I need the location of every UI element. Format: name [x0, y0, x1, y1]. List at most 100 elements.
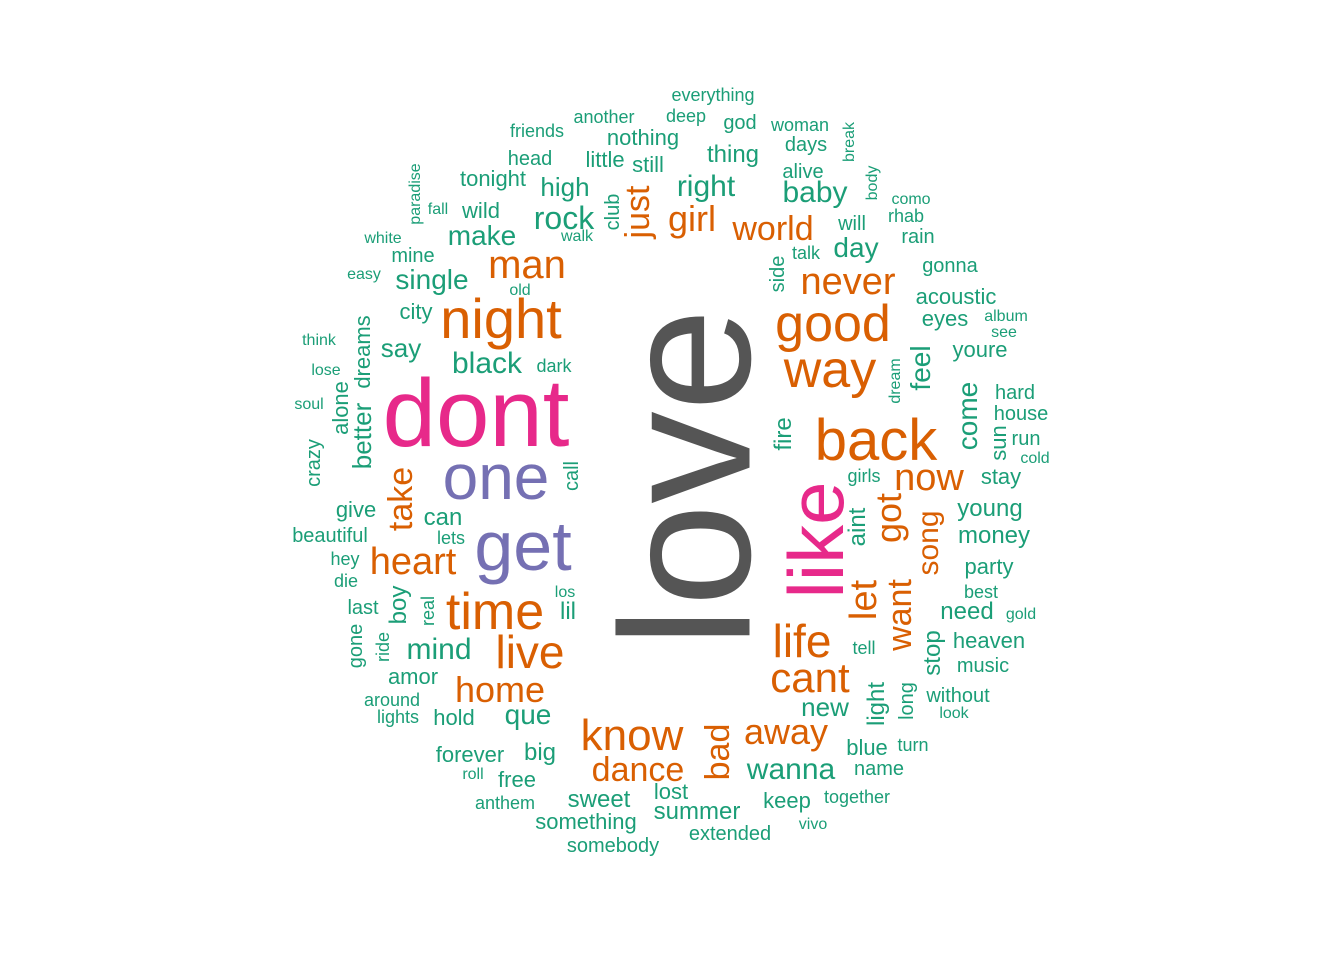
word-best: best [963, 582, 999, 602]
word-new: new [801, 692, 849, 722]
word-mind: mind [406, 633, 472, 666]
word-gold: gold [1005, 606, 1037, 623]
word-dreams: dreams [350, 315, 375, 389]
word-high: high [540, 172, 590, 202]
word-side: side [767, 255, 789, 293]
word-party: party [964, 554, 1014, 579]
word-think: think [302, 332, 336, 349]
word-lose: lose [311, 362, 341, 379]
word-without: without [926, 685, 990, 707]
word-way: way [783, 341, 877, 399]
word-man: man [488, 243, 566, 287]
word-lights: lights [376, 707, 420, 727]
word-back: back [814, 408, 938, 473]
word-lets: lets [436, 528, 466, 548]
word-need: need [940, 598, 994, 625]
word-hey: hey [330, 549, 360, 569]
word-forever: forever [435, 742, 505, 767]
word-como: como [891, 191, 931, 208]
word-album: album [984, 308, 1028, 325]
word-call: call [561, 460, 583, 492]
word-gone: gone [345, 623, 367, 669]
word-fire: fire [770, 417, 797, 451]
word-together: together [823, 787, 891, 807]
word-deep: deep [665, 106, 707, 126]
word-crazy: crazy [303, 439, 325, 487]
word-thing: thing [706, 141, 760, 168]
word-boy: boy [385, 585, 412, 625]
word-let: let [843, 579, 885, 621]
word-another: another [573, 107, 635, 127]
word-still: still [632, 152, 664, 177]
word-cant: cant [770, 654, 850, 701]
word-one: one [442, 441, 550, 513]
word-walk: walk [560, 228, 594, 245]
word-beautiful: beautiful [292, 525, 368, 547]
word-song: song [912, 510, 945, 576]
word-old: old [509, 282, 531, 299]
word-little: little [585, 147, 625, 172]
word-home: home [454, 669, 546, 710]
word-girl: girl [667, 198, 717, 239]
word-now: now [894, 457, 964, 499]
word-heart: heart [369, 541, 457, 583]
word-love: love [583, 308, 790, 648]
word-right: right [676, 170, 736, 203]
word-mine: mine [391, 245, 435, 267]
word-stop: stop [919, 630, 946, 676]
word-friends: friends [509, 121, 565, 141]
word-see: see [991, 324, 1017, 341]
word-summer: summer [653, 798, 741, 825]
word-aint: aint [844, 507, 871, 547]
word-lil: lil [560, 598, 576, 625]
word-away: away [743, 711, 829, 752]
word-free: free [498, 767, 536, 792]
word-big: big [523, 739, 557, 766]
word-sun: sun [986, 425, 1011, 461]
word-que: que [504, 699, 552, 730]
word-days: days [784, 134, 828, 156]
word-tell: tell [852, 638, 876, 658]
word-easy: easy [347, 266, 381, 283]
word-dont: dont [382, 360, 570, 467]
word-give: give [335, 497, 377, 522]
word-stay: stay [980, 464, 1022, 489]
word-soul: soul [294, 396, 324, 413]
word-hold: hold [433, 705, 475, 730]
word-cold: cold [1020, 450, 1050, 467]
word-single: single [395, 264, 469, 295]
word-time: time [445, 583, 545, 641]
word-name: name [853, 758, 905, 780]
word-money: money [957, 522, 1031, 549]
word-take: take [382, 466, 420, 532]
word-bad: bad [699, 723, 737, 781]
word-baby: baby [782, 176, 848, 209]
word-fall: fall [427, 201, 449, 218]
word-amor: amor [387, 664, 439, 689]
word-head: head [507, 148, 553, 170]
word-run: run [1011, 428, 1041, 450]
word-know: know [580, 711, 684, 760]
word-sweet: sweet [567, 786, 631, 813]
word-turn: turn [897, 735, 929, 755]
word-rock: rock [533, 200, 595, 236]
word-los: los [554, 584, 576, 601]
word-last: last [347, 597, 379, 619]
word-just: just [619, 185, 657, 239]
word-everything: everything [671, 85, 755, 105]
word-rhab: rhab [887, 206, 925, 226]
word-life: life [772, 615, 832, 667]
word-talk: talk [791, 243, 821, 263]
word-body: body [864, 165, 881, 201]
word-got: got [868, 492, 909, 544]
word-alone: alone [328, 381, 353, 435]
word-will: will [838, 213, 866, 235]
word-die: die [333, 571, 359, 591]
word-dream: dream [887, 358, 904, 404]
word-day: day [833, 232, 879, 263]
word-eyes: eyes [921, 306, 969, 331]
word-look: look [939, 705, 969, 722]
word-make: make [447, 220, 517, 251]
word-real: real [418, 595, 438, 627]
